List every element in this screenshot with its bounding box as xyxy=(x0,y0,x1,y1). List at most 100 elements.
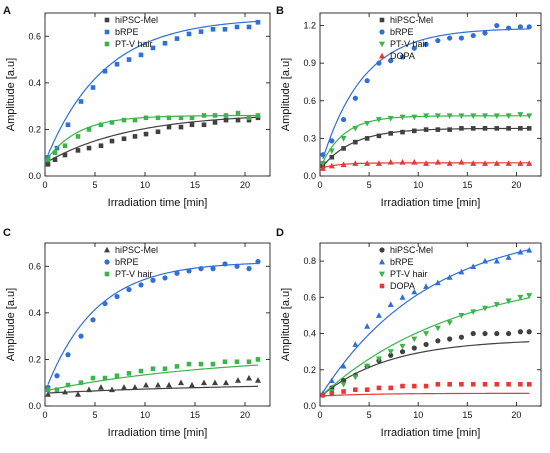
y-tick-label: 0.4 xyxy=(28,78,41,88)
data-point xyxy=(388,58,394,64)
data-point xyxy=(375,160,382,166)
data-point xyxy=(411,383,417,389)
data-point xyxy=(482,113,489,120)
data-point xyxy=(434,325,441,332)
data-point xyxy=(470,330,476,337)
data-point xyxy=(517,329,523,335)
y-tick-label: 0.0 xyxy=(303,401,316,411)
data-point xyxy=(387,349,394,355)
data-point xyxy=(423,41,429,47)
data-point xyxy=(121,384,127,390)
x-tick-label: 10 xyxy=(413,180,423,190)
data-point xyxy=(109,138,115,144)
series-hipsc-mel xyxy=(320,329,532,398)
data-point xyxy=(526,160,533,166)
fit-curve xyxy=(322,341,530,395)
data-point xyxy=(434,113,441,120)
data-point xyxy=(255,20,261,25)
data-point xyxy=(138,282,144,288)
y-tick-label: 0.2 xyxy=(303,365,316,375)
legend-marker xyxy=(104,29,110,35)
data-point xyxy=(174,270,180,276)
data-point xyxy=(246,266,252,272)
data-point xyxy=(62,143,68,149)
x-tick-label: 20 xyxy=(240,410,250,420)
y-tick-label: 0.0 xyxy=(28,171,41,181)
data-point xyxy=(52,157,58,162)
data-point xyxy=(526,293,533,299)
data-point xyxy=(246,24,252,30)
y-tick-label: 0.2 xyxy=(28,124,41,134)
fit-curve xyxy=(47,114,258,159)
x-tick-label: 10 xyxy=(413,410,423,420)
data-point xyxy=(458,159,465,165)
data-point xyxy=(223,113,229,118)
data-point xyxy=(75,148,81,153)
data-point xyxy=(364,160,371,166)
data-point xyxy=(506,381,511,387)
data-point xyxy=(45,157,51,162)
x-tick-label: 5 xyxy=(92,180,97,190)
data-point xyxy=(399,349,406,355)
data-point xyxy=(90,317,96,323)
data-point xyxy=(255,115,261,121)
data-point xyxy=(109,120,115,125)
data-point xyxy=(364,136,370,141)
data-point xyxy=(78,99,84,104)
series-hipsc-mel xyxy=(45,115,261,167)
data-point xyxy=(526,381,532,387)
data-point xyxy=(494,22,500,29)
plot-frame xyxy=(319,242,542,407)
y-tick-label: 0.0 xyxy=(303,171,316,181)
legend: hiPSC-Mel bRPE PT-V hair DOPA xyxy=(379,15,433,61)
data-point xyxy=(375,117,382,123)
data-point xyxy=(138,52,144,58)
fit-curve xyxy=(322,115,530,163)
data-point xyxy=(506,126,511,131)
data-point xyxy=(352,374,359,381)
legend-marker xyxy=(104,259,110,265)
data-point xyxy=(90,375,96,381)
legend-marker xyxy=(379,17,385,23)
data-point xyxy=(435,127,441,132)
x-tick-label: 20 xyxy=(511,410,521,420)
data-point xyxy=(198,29,204,34)
x-axis-title: Irradiation time [min] xyxy=(108,197,208,209)
y-tick-label: 0.0 xyxy=(28,401,41,411)
data-point xyxy=(411,159,418,165)
data-point xyxy=(482,160,489,166)
data-point xyxy=(45,391,51,397)
data-point xyxy=(364,387,370,392)
plot-frame xyxy=(44,12,271,177)
data-point xyxy=(518,381,523,387)
data-point xyxy=(246,117,252,123)
data-point xyxy=(340,135,347,142)
chart-panel-a: A 0 5 10 15 20 0.0 0.2 0.4 0.6 Irradiation time [m… xyxy=(3,5,271,209)
data-point xyxy=(376,385,382,391)
data-point xyxy=(505,113,512,120)
data-point xyxy=(212,113,218,118)
data-point xyxy=(470,113,477,120)
data-point xyxy=(387,115,394,122)
data-point xyxy=(526,247,533,253)
data-point xyxy=(255,113,261,118)
data-point xyxy=(352,160,359,166)
plot-frame xyxy=(319,12,542,177)
data-point xyxy=(45,162,51,167)
data-point xyxy=(494,330,500,337)
data-point xyxy=(505,25,512,31)
data-point xyxy=(178,379,184,386)
data-point xyxy=(78,333,84,339)
data-point xyxy=(352,95,358,101)
data-point xyxy=(132,117,138,123)
data-point xyxy=(329,154,335,160)
y-tick-label: 0.6 xyxy=(303,96,316,106)
data-point xyxy=(493,257,500,264)
data-point xyxy=(166,115,172,121)
data-point xyxy=(102,300,108,307)
data-point xyxy=(162,40,168,46)
data-point xyxy=(458,268,465,275)
legend-label: PT-V hair xyxy=(390,39,428,49)
data-point xyxy=(458,313,465,319)
data-point xyxy=(235,117,241,123)
